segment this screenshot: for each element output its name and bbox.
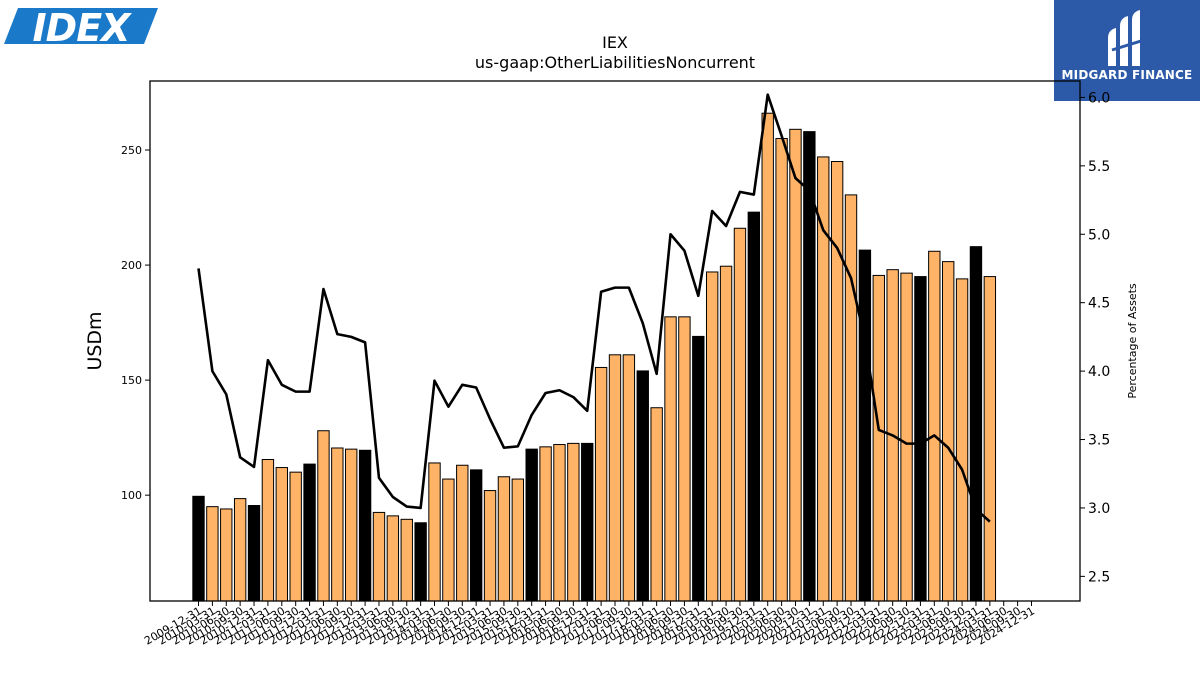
y2-tick-label: 3.5	[1088, 433, 1110, 449]
bar	[581, 442, 594, 602]
bar	[678, 316, 691, 602]
y-tick-label: 100	[121, 489, 142, 502]
bar	[775, 138, 788, 602]
bar	[664, 316, 677, 602]
bar	[817, 156, 830, 602]
bar	[511, 478, 524, 602]
y2-tick-label: 4.5	[1088, 296, 1110, 312]
y2-tick-label: 4.0	[1088, 364, 1110, 380]
bar	[733, 227, 747, 602]
bar	[692, 335, 705, 602]
bar	[789, 128, 802, 602]
bar	[331, 447, 344, 602]
y-axis-label: USDm	[84, 311, 106, 370]
bar	[386, 515, 400, 602]
bar	[969, 246, 983, 602]
bar	[483, 490, 497, 602]
bar	[553, 444, 566, 602]
y-tick-label: 200	[121, 259, 142, 272]
midgard-finance-logo: MIDGARD FINANCE	[1054, 0, 1200, 101]
bar	[317, 430, 330, 602]
y-tick-label: 250	[121, 144, 142, 157]
bar	[525, 448, 538, 602]
percentage-line	[197, 93, 991, 523]
bar	[345, 448, 358, 602]
bar	[942, 261, 955, 602]
bar	[622, 354, 636, 602]
idex-logo-text: IDEX	[33, 6, 133, 48]
y2-tick-label: 5.5	[1088, 159, 1110, 175]
bar	[872, 274, 885, 602]
bar	[761, 112, 774, 602]
bar	[608, 354, 622, 602]
chart-subtitle: us-gaap:OtherLiabilitiesNoncurrent	[475, 53, 755, 72]
midgard-emblem-icon	[1108, 10, 1145, 66]
idex-logo: IDEX	[4, 4, 160, 50]
bar	[428, 462, 441, 602]
y2-axis-label: Percentage of Assets	[1126, 283, 1139, 399]
bar	[303, 463, 316, 602]
bar	[400, 518, 413, 602]
bar	[594, 366, 608, 602]
bar	[747, 211, 761, 602]
y2-tick-label: 2.5	[1088, 569, 1110, 585]
line-series	[197, 93, 991, 523]
bar	[719, 265, 733, 602]
bar	[192, 495, 205, 602]
bar	[247, 505, 261, 602]
bar	[261, 459, 275, 602]
y-axis-left: 100 150 200 250	[121, 144, 150, 502]
bar	[456, 464, 469, 602]
bar	[289, 471, 302, 602]
bar	[830, 161, 844, 602]
bar	[372, 511, 386, 602]
bar	[858, 249, 872, 602]
bar	[206, 506, 219, 602]
midgard-finance-wordmark: MIDGARD FINANCE	[1061, 68, 1193, 82]
bar	[928, 250, 941, 602]
bar	[705, 271, 719, 602]
x-axis: 2009-12-312010-03-312010-06-302010-09-30…	[142, 601, 1037, 648]
bar	[955, 278, 969, 602]
y-axis-right: 2.5 3.0 3.5 4.0 4.5 5.0 5.5 6.0	[1080, 90, 1110, 585]
bar-series	[192, 112, 997, 602]
y2-tick-label: 6.0	[1088, 90, 1110, 106]
bar	[539, 446, 552, 602]
bar	[358, 449, 372, 602]
bar	[650, 407, 663, 602]
bar	[636, 370, 649, 602]
bar	[844, 194, 858, 602]
bar	[275, 467, 288, 602]
y2-tick-label: 3.0	[1088, 501, 1110, 517]
bar	[983, 276, 997, 602]
bar	[220, 508, 233, 602]
bar	[567, 442, 580, 602]
chart-title: IEX	[602, 33, 628, 52]
y-tick-label: 150	[121, 374, 142, 387]
bar	[900, 272, 913, 602]
bar	[914, 276, 927, 602]
bar	[442, 478, 455, 602]
bar	[497, 476, 511, 602]
bar	[414, 522, 427, 602]
bar	[469, 469, 483, 602]
y2-tick-label: 5.0	[1088, 227, 1110, 243]
bar	[233, 498, 247, 602]
